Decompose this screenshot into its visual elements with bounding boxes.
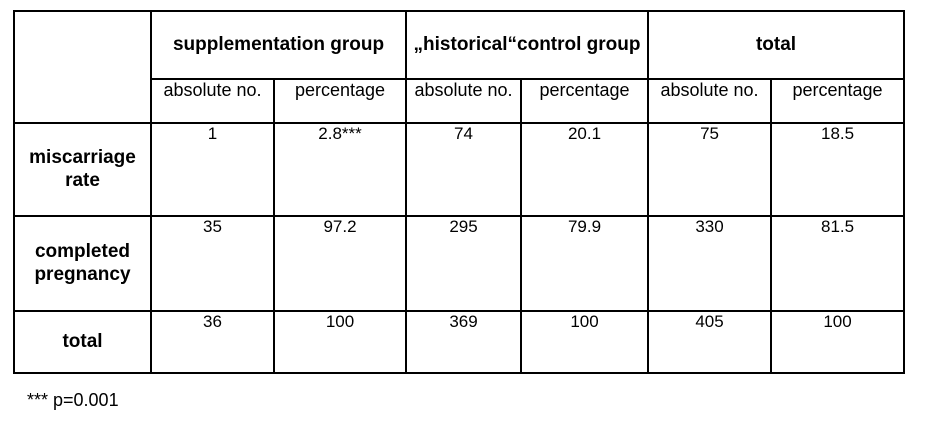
subheader-percentage: percentage [770,78,906,124]
corner-cell [13,10,152,124]
table-cell: 79.9 [520,215,650,312]
table-cell: 295 [405,215,523,312]
table-cell: 74 [405,122,523,217]
table-row-miscarriage-rate: miscarriage rate 1 2.8*** 74 20.1 75 18.… [13,122,906,217]
row-label: total [13,310,152,374]
table-cell: 2.8*** [272,122,408,217]
header-sub-row: absolute no. percentage absolute no. per… [14,78,906,124]
subheader-absolute-no: absolute no. [405,78,523,124]
header-group-row: supplementation group „historical“contro… [13,10,906,124]
table-cell: 100 [272,310,408,374]
table-cell: 75 [647,122,773,217]
table-cell: 369 [405,310,523,374]
table-cell: 1 [150,122,275,217]
group-header-total: total [647,10,906,80]
table-cell: 20.1 [520,122,650,217]
table-cell: 81.5 [770,215,906,312]
table-cell: 330 [647,215,773,312]
table-cell: 18.5 [770,122,906,217]
table-row-total: total 36 100 369 100 405 100 [13,310,906,374]
row-label: completed pregnancy [13,215,152,312]
subheader-percentage: percentage [520,78,650,124]
significance-footnote: *** p=0.001 [27,390,119,410]
subheader-absolute-no: absolute no. [647,78,773,124]
subheader-absolute-no: absolute no. [150,78,275,124]
table-cell: 97.2 [272,215,408,312]
table-cell: 36 [150,310,275,374]
results-table: supplementation group „historical“contro… [13,10,906,374]
group-header-historical-control: „historical“control group [405,10,650,80]
table-row-completed-pregnancy: completed pregnancy 35 97.2 295 79.9 330… [13,215,906,312]
table-cell: 100 [520,310,650,374]
table-cell: 100 [770,310,906,374]
group-header-supplementation: supplementation group [149,10,408,80]
table-cell: 35 [150,215,275,312]
table-cell: 405 [647,310,773,374]
subheader-percentage: percentage [272,78,408,124]
row-label: miscarriage rate [13,122,152,217]
